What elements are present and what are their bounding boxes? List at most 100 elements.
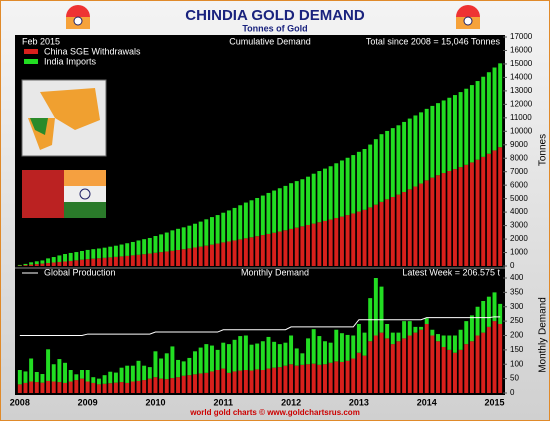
bar <box>226 372 231 393</box>
bar <box>51 364 56 382</box>
bar <box>339 333 344 362</box>
bar <box>164 353 169 380</box>
bar <box>130 365 135 382</box>
bar <box>486 326 491 393</box>
bar <box>17 384 22 393</box>
bar <box>339 216 344 266</box>
bar <box>170 346 175 379</box>
y-tick-label: 300 <box>510 302 524 311</box>
bar <box>277 367 282 393</box>
bar <box>255 197 260 237</box>
bar <box>396 125 401 195</box>
bar <box>334 218 339 266</box>
bar <box>396 194 401 266</box>
bar <box>255 343 260 370</box>
bar <box>68 381 73 393</box>
bar <box>74 252 79 261</box>
bar <box>289 364 294 393</box>
bar <box>198 347 203 374</box>
bar <box>193 247 197 266</box>
bar <box>249 344 254 371</box>
bar <box>187 225 192 249</box>
bar <box>323 364 327 393</box>
bar <box>142 254 147 266</box>
bar <box>458 92 463 168</box>
bar <box>469 85 474 163</box>
y-axis-label: Tonnes <box>538 134 549 166</box>
bar <box>469 315 474 342</box>
bar <box>368 207 373 266</box>
bar <box>424 108 429 181</box>
bar <box>136 380 141 393</box>
bar <box>232 207 237 241</box>
bar <box>306 176 311 225</box>
bar <box>85 381 90 393</box>
bar <box>379 201 384 266</box>
bar <box>130 381 135 393</box>
bar <box>356 324 361 353</box>
y-tick-label: 350 <box>510 287 524 296</box>
bar <box>356 211 361 266</box>
bar <box>498 147 503 266</box>
legend-label: India Imports <box>44 56 97 66</box>
bar <box>187 357 192 376</box>
bar <box>29 381 34 393</box>
bar <box>452 352 457 393</box>
bar <box>187 248 192 266</box>
bar <box>424 180 429 266</box>
x-tick-label: 2009 <box>78 397 98 407</box>
bar <box>441 173 446 266</box>
y-axis-label: Monthly Demand <box>538 297 549 373</box>
bar <box>272 190 277 233</box>
bar <box>311 363 316 393</box>
bar <box>272 232 277 266</box>
flag-icon <box>66 5 90 29</box>
bar <box>283 185 288 231</box>
bar <box>249 237 254 266</box>
bar <box>413 186 418 266</box>
bar <box>447 349 452 393</box>
bar <box>351 155 356 214</box>
bar <box>402 192 407 266</box>
bar <box>215 370 220 393</box>
bar <box>23 371 28 383</box>
bar <box>436 334 440 342</box>
bar <box>345 157 350 216</box>
bar <box>108 257 113 266</box>
bar <box>396 341 401 393</box>
bar <box>176 359 181 378</box>
bar <box>91 258 96 266</box>
bar <box>402 121 407 193</box>
bar <box>46 349 51 381</box>
y-tick-label: 12000 <box>510 99 533 108</box>
bar <box>475 306 480 336</box>
bar <box>260 341 265 370</box>
bar <box>390 128 395 198</box>
bar <box>306 224 311 266</box>
bar <box>34 372 39 383</box>
bar <box>492 67 497 151</box>
y-tick-label: 5000 <box>510 194 528 203</box>
bar <box>362 149 367 210</box>
bar <box>436 341 440 393</box>
bar <box>193 223 197 248</box>
bar <box>153 351 158 378</box>
bar <box>238 205 243 240</box>
bar <box>108 383 113 393</box>
bar <box>300 179 305 227</box>
y-tick-label: 250 <box>510 316 524 325</box>
bar <box>430 177 435 266</box>
bar <box>57 255 62 262</box>
bar <box>63 382 68 393</box>
x-tick-label: 2008 <box>10 397 30 407</box>
bar <box>136 360 141 381</box>
bar <box>181 375 186 393</box>
panel-title: Monthly Demand <box>241 267 309 277</box>
bar <box>125 382 130 393</box>
chart-subtitle: Tonnes of Gold <box>242 23 307 33</box>
bar <box>277 231 282 266</box>
bar <box>17 264 22 266</box>
bar <box>402 321 407 339</box>
bar <box>181 249 186 266</box>
bar <box>170 230 175 251</box>
